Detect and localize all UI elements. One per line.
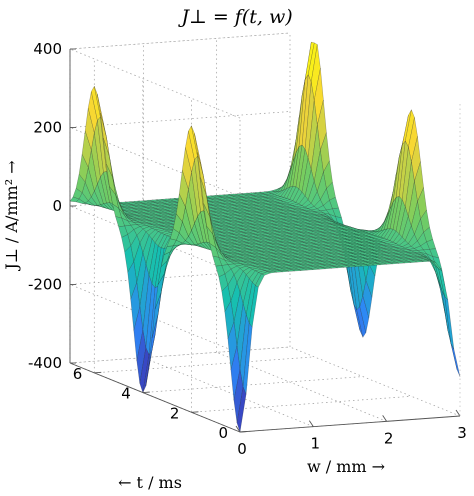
chart-title: J⊥ = f(t, w) xyxy=(177,6,292,28)
t-tick-mark xyxy=(94,371,102,374)
t-axis-line xyxy=(69,362,241,433)
grid-line-t-floor xyxy=(94,356,315,374)
w-tick-label: 0 xyxy=(237,440,247,458)
surface-face xyxy=(450,343,461,377)
w-tick-label: 2 xyxy=(384,429,394,447)
surface-face xyxy=(236,386,247,433)
axes-frame xyxy=(69,48,461,433)
w-tick-mark xyxy=(308,420,314,427)
t-tick-mark xyxy=(142,391,150,394)
grid-line-t-floor xyxy=(142,376,363,393)
x-axis-label: w / mm → xyxy=(307,457,385,476)
w-tick-label: 3 xyxy=(457,424,467,442)
y-axis-label: ← t / ms xyxy=(118,473,182,492)
grid-line-w-floor xyxy=(289,346,461,417)
surface-mesh xyxy=(69,41,461,433)
surface-face xyxy=(444,295,455,350)
w-tick-label: 1 xyxy=(311,435,321,453)
z-tick-label: -200 xyxy=(28,276,62,294)
t-tick-label: 4 xyxy=(121,385,131,403)
box-edge xyxy=(69,32,291,50)
tick-labels: 400 200 0 -200 -400 0 2 4 6 0 1 2 3 xyxy=(28,40,467,458)
z-tick-label: 0 xyxy=(52,197,62,215)
t-tick-label: 0 xyxy=(218,424,228,442)
grid-line-z xyxy=(69,32,291,119)
box-edge xyxy=(69,346,291,364)
grid-line-w-floor xyxy=(143,357,314,427)
z-tick-label: -400 xyxy=(28,354,62,372)
w-axis-line xyxy=(239,415,461,433)
w-tick-mark xyxy=(455,409,461,417)
z-tick-label: 200 xyxy=(33,119,62,137)
t-tick-mark xyxy=(191,411,199,413)
grid-line-z xyxy=(69,346,291,433)
t-tick-label: 2 xyxy=(170,404,180,422)
t-tick-label: 6 xyxy=(73,365,83,383)
grid-line-t-floor xyxy=(191,395,412,413)
w-tick-mark xyxy=(382,415,388,422)
w-tick-mark xyxy=(235,425,241,433)
z-tick-label: 400 xyxy=(33,40,62,58)
z-axis-label: J⊥ / A/mm² → xyxy=(2,160,21,271)
